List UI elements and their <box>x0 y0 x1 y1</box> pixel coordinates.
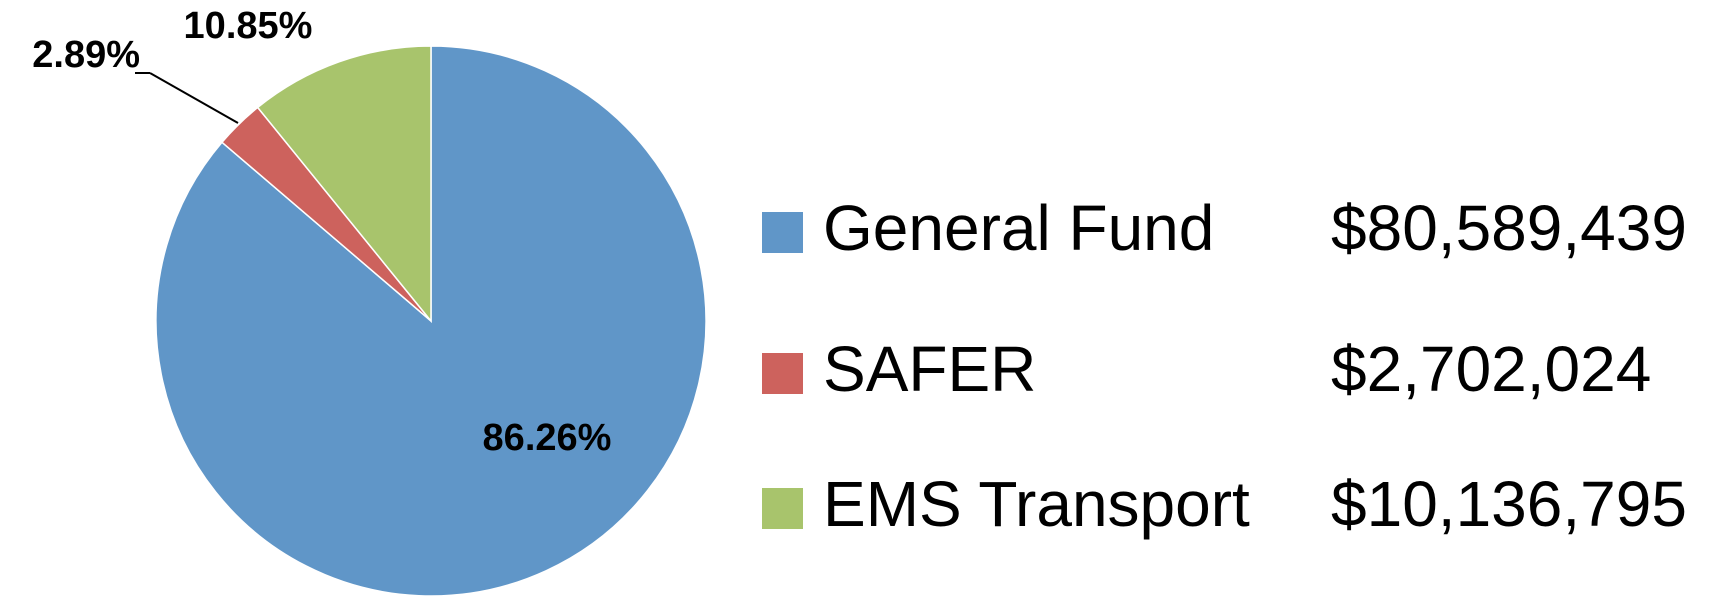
legend-swatch <box>762 353 803 394</box>
legend-amount: $10,136,795 <box>1331 468 1687 540</box>
pie-slice <box>256 45 432 324</box>
legend-amount: $80,589,439 <box>1331 192 1687 264</box>
value-label: 10.85% <box>184 5 313 47</box>
legend-label: SAFER <box>823 333 1036 405</box>
value-label: 2.89% <box>32 34 140 76</box>
legend-swatch <box>762 488 803 529</box>
legend-amount: $2,702,024 <box>1331 333 1651 405</box>
pie-slice <box>155 45 707 597</box>
leader-line <box>149 72 239 124</box>
value-label: 86.26% <box>483 417 612 459</box>
legend-swatch <box>762 212 803 253</box>
legend-label: General Fund <box>823 192 1214 264</box>
legend-label: EMS Transport <box>823 468 1250 540</box>
